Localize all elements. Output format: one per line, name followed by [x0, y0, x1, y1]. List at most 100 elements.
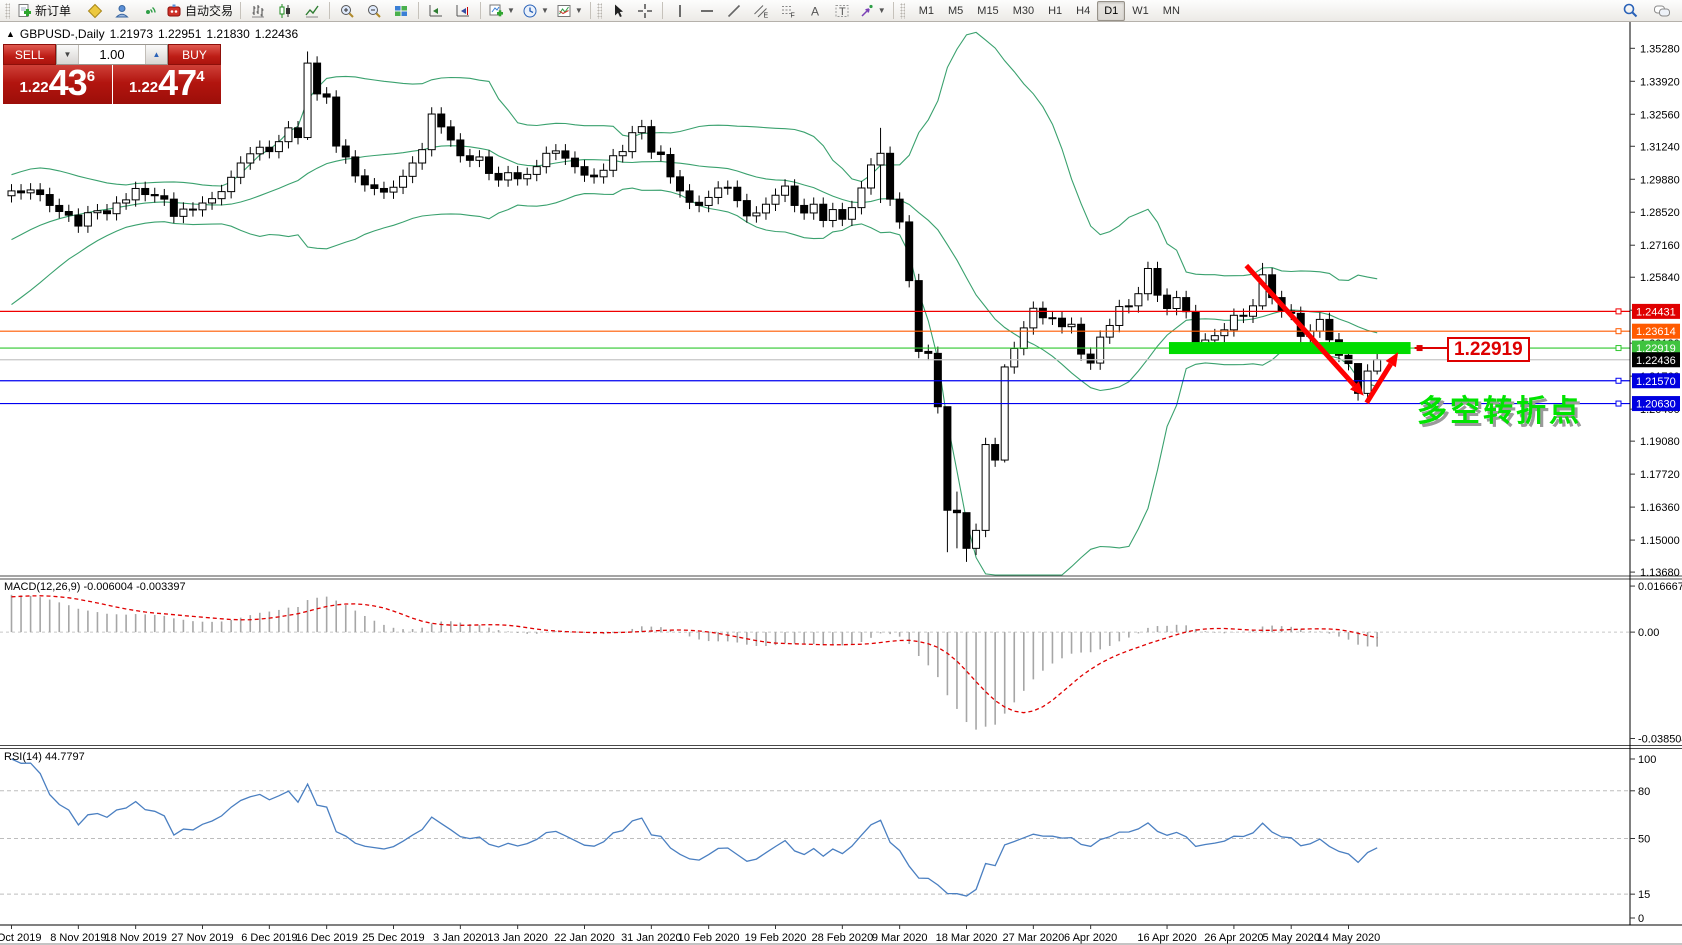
new-order-button[interactable]: 新订单 — [13, 0, 74, 22]
bear-candle — [962, 512, 971, 549]
metaeditor-button[interactable] — [82, 0, 108, 22]
price-tick-label: 1.32560 — [1640, 109, 1680, 121]
metaeditor-icon — [87, 3, 103, 19]
bull-candle — [637, 126, 646, 134]
price-line-label: 1.23614 — [1632, 323, 1680, 339]
buy-price-big: 47 — [158, 65, 197, 103]
date-tick-label: 6 Dec 2019 — [241, 932, 297, 944]
bull-candle — [867, 164, 875, 189]
timeframe-button-m15[interactable]: M15 — [977, 4, 999, 17]
svg-text:E: E — [763, 12, 768, 19]
trend-arrow-up[interactable] — [1364, 352, 1399, 405]
trendline-tool-button[interactable] — [721, 0, 747, 22]
bull-candle — [122, 199, 131, 204]
bear-candle — [1163, 294, 1172, 310]
templates-button[interactable]: ▼ — [553, 0, 586, 22]
svg-text:MACD(12,26,9) -0.006004 -0.003: MACD(12,26,9) -0.006004 -0.003397 — [4, 581, 186, 593]
support-zone-highlight[interactable] — [1168, 342, 1411, 355]
price-tick-label: 1.27160 — [1640, 240, 1680, 252]
toolbar-drag-handle[interactable] — [5, 2, 10, 19]
arrows-tool-button[interactable]: ▼ — [856, 0, 889, 22]
bear-candle — [341, 145, 350, 158]
macd-label: MACD(12,26,9) -0.006004 -0.003397 — [4, 581, 186, 593]
autotrading-button[interactable]: 自动交易 — [163, 0, 236, 22]
signals-button[interactable] — [136, 0, 162, 22]
svg-text:1.21570: 1.21570 — [1636, 376, 1676, 388]
bull-candle — [618, 151, 627, 157]
bear-candle — [695, 201, 704, 206]
bar-chart-button[interactable] — [245, 0, 271, 22]
bull-candle — [551, 150, 560, 154]
rsi-axis[interactable]: 100 80 50 15 0 — [1630, 754, 1656, 925]
trend-arrow-down[interactable] — [1244, 263, 1364, 396]
fibonacci-tool-button[interactable]: F — [775, 0, 801, 22]
chart-canvas[interactable]: 1.35280 1.33920 1.32560 1.31240 1.29880 1.285… — [0, 22, 1682, 945]
date-tick-label: 31 Jan 2020 — [621, 932, 682, 944]
line-chart-button[interactable] — [299, 0, 325, 22]
current-price-label: 1.22436 — [1632, 352, 1680, 368]
bear-candle — [1077, 323, 1086, 355]
bull-candle — [208, 198, 217, 204]
community-button[interactable] — [109, 0, 135, 22]
timeframe-button-h1[interactable]: H1 — [1048, 4, 1063, 17]
periods-button[interactable]: ▼ — [519, 0, 552, 22]
timeframe-button-w1[interactable]: W1 — [1132, 4, 1149, 17]
timeframe-button-m30[interactable]: M30 — [1012, 4, 1035, 17]
bear-candle — [914, 280, 923, 352]
arrows-icon — [859, 3, 875, 19]
horizontal-line[interactable] — [0, 308, 1630, 315]
crosshair-tool-button[interactable] — [632, 0, 658, 22]
vertical-line-tool-button[interactable] — [667, 0, 693, 22]
cursor-tool-button[interactable] — [605, 0, 631, 22]
rsi-tick-label: 50 — [1638, 834, 1650, 846]
timeframe-button-m5[interactable]: M5 — [948, 4, 964, 17]
timeframe-button-mn[interactable]: MN — [1162, 4, 1180, 17]
chevron-down-icon: ▼ — [574, 5, 583, 15]
vertical-line-icon — [672, 3, 688, 19]
ohlc-high: 1.22951 — [158, 27, 202, 41]
timeframe-button-d1[interactable]: D1 — [1097, 0, 1126, 21]
horizontal-line[interactable] — [0, 377, 1630, 384]
horizontal-line[interactable] — [0, 328, 1630, 335]
line-chart-icon — [304, 3, 320, 19]
tile-windows-button[interactable] — [388, 0, 414, 22]
collapse-triangle-icon[interactable]: ▲ — [6, 29, 15, 39]
chat-icon[interactable] — [1649, 0, 1675, 22]
text-label-tool-button[interactable]: T — [829, 0, 855, 22]
timeframe-button-m1[interactable]: M1 — [918, 4, 934, 17]
search-icon[interactable] — [1617, 0, 1643, 22]
volume-input[interactable]: 1.00 — [79, 45, 145, 64]
text-tool-button[interactable]: A — [802, 0, 828, 22]
buy-price-panel[interactable]: 1.22 47 4 — [112, 65, 221, 104]
toolbar-drag-handle[interactable] — [899, 2, 905, 19]
bear-candle — [188, 208, 197, 211]
price-callout-label[interactable]: 1.22919 — [1447, 337, 1530, 362]
new-chart-button[interactable]: ▼ — [485, 0, 518, 22]
chart-shift-button[interactable] — [423, 0, 449, 22]
bull-candle — [876, 152, 885, 166]
volume-decrease-button[interactable]: ▼ — [57, 45, 79, 64]
horizontal-line-tool-button[interactable] — [694, 0, 720, 22]
horizontal-line[interactable] — [0, 400, 1630, 407]
timeframe-button-h4[interactable]: H4 — [1076, 4, 1091, 17]
volume-increase-button[interactable]: ▲ — [145, 45, 167, 64]
zoom-out-button[interactable] — [361, 0, 387, 22]
symbol-period-label: GBPUSD-,Daily — [19, 27, 105, 41]
sell-button[interactable]: SELL — [3, 44, 56, 65]
macd-axis[interactable]: 0.016667 0.00 -0.038504 — [1630, 581, 1682, 745]
toolbar-drag-handle[interactable] — [596, 2, 602, 19]
line-anchor-handle — [1615, 345, 1622, 352]
buy-button[interactable]: BUY — [168, 44, 221, 65]
zoom-in-button[interactable] — [334, 0, 360, 22]
horizontal-line-icon — [699, 3, 715, 19]
sell-price-panel[interactable]: 1.22 43 6 — [3, 65, 112, 104]
date-tick-label: 22 Jan 2020 — [554, 932, 615, 944]
rsi-tick-label: 80 — [1638, 786, 1650, 798]
turning-point-annotation[interactable]: 多空转折点 — [1417, 395, 1582, 428]
bear-candle — [64, 211, 73, 216]
auto-scroll-button[interactable] — [450, 0, 476, 22]
channel-tool-button[interactable]: E — [748, 0, 774, 22]
bull-candle — [781, 185, 790, 196]
candlestick-chart-button[interactable] — [272, 0, 298, 22]
